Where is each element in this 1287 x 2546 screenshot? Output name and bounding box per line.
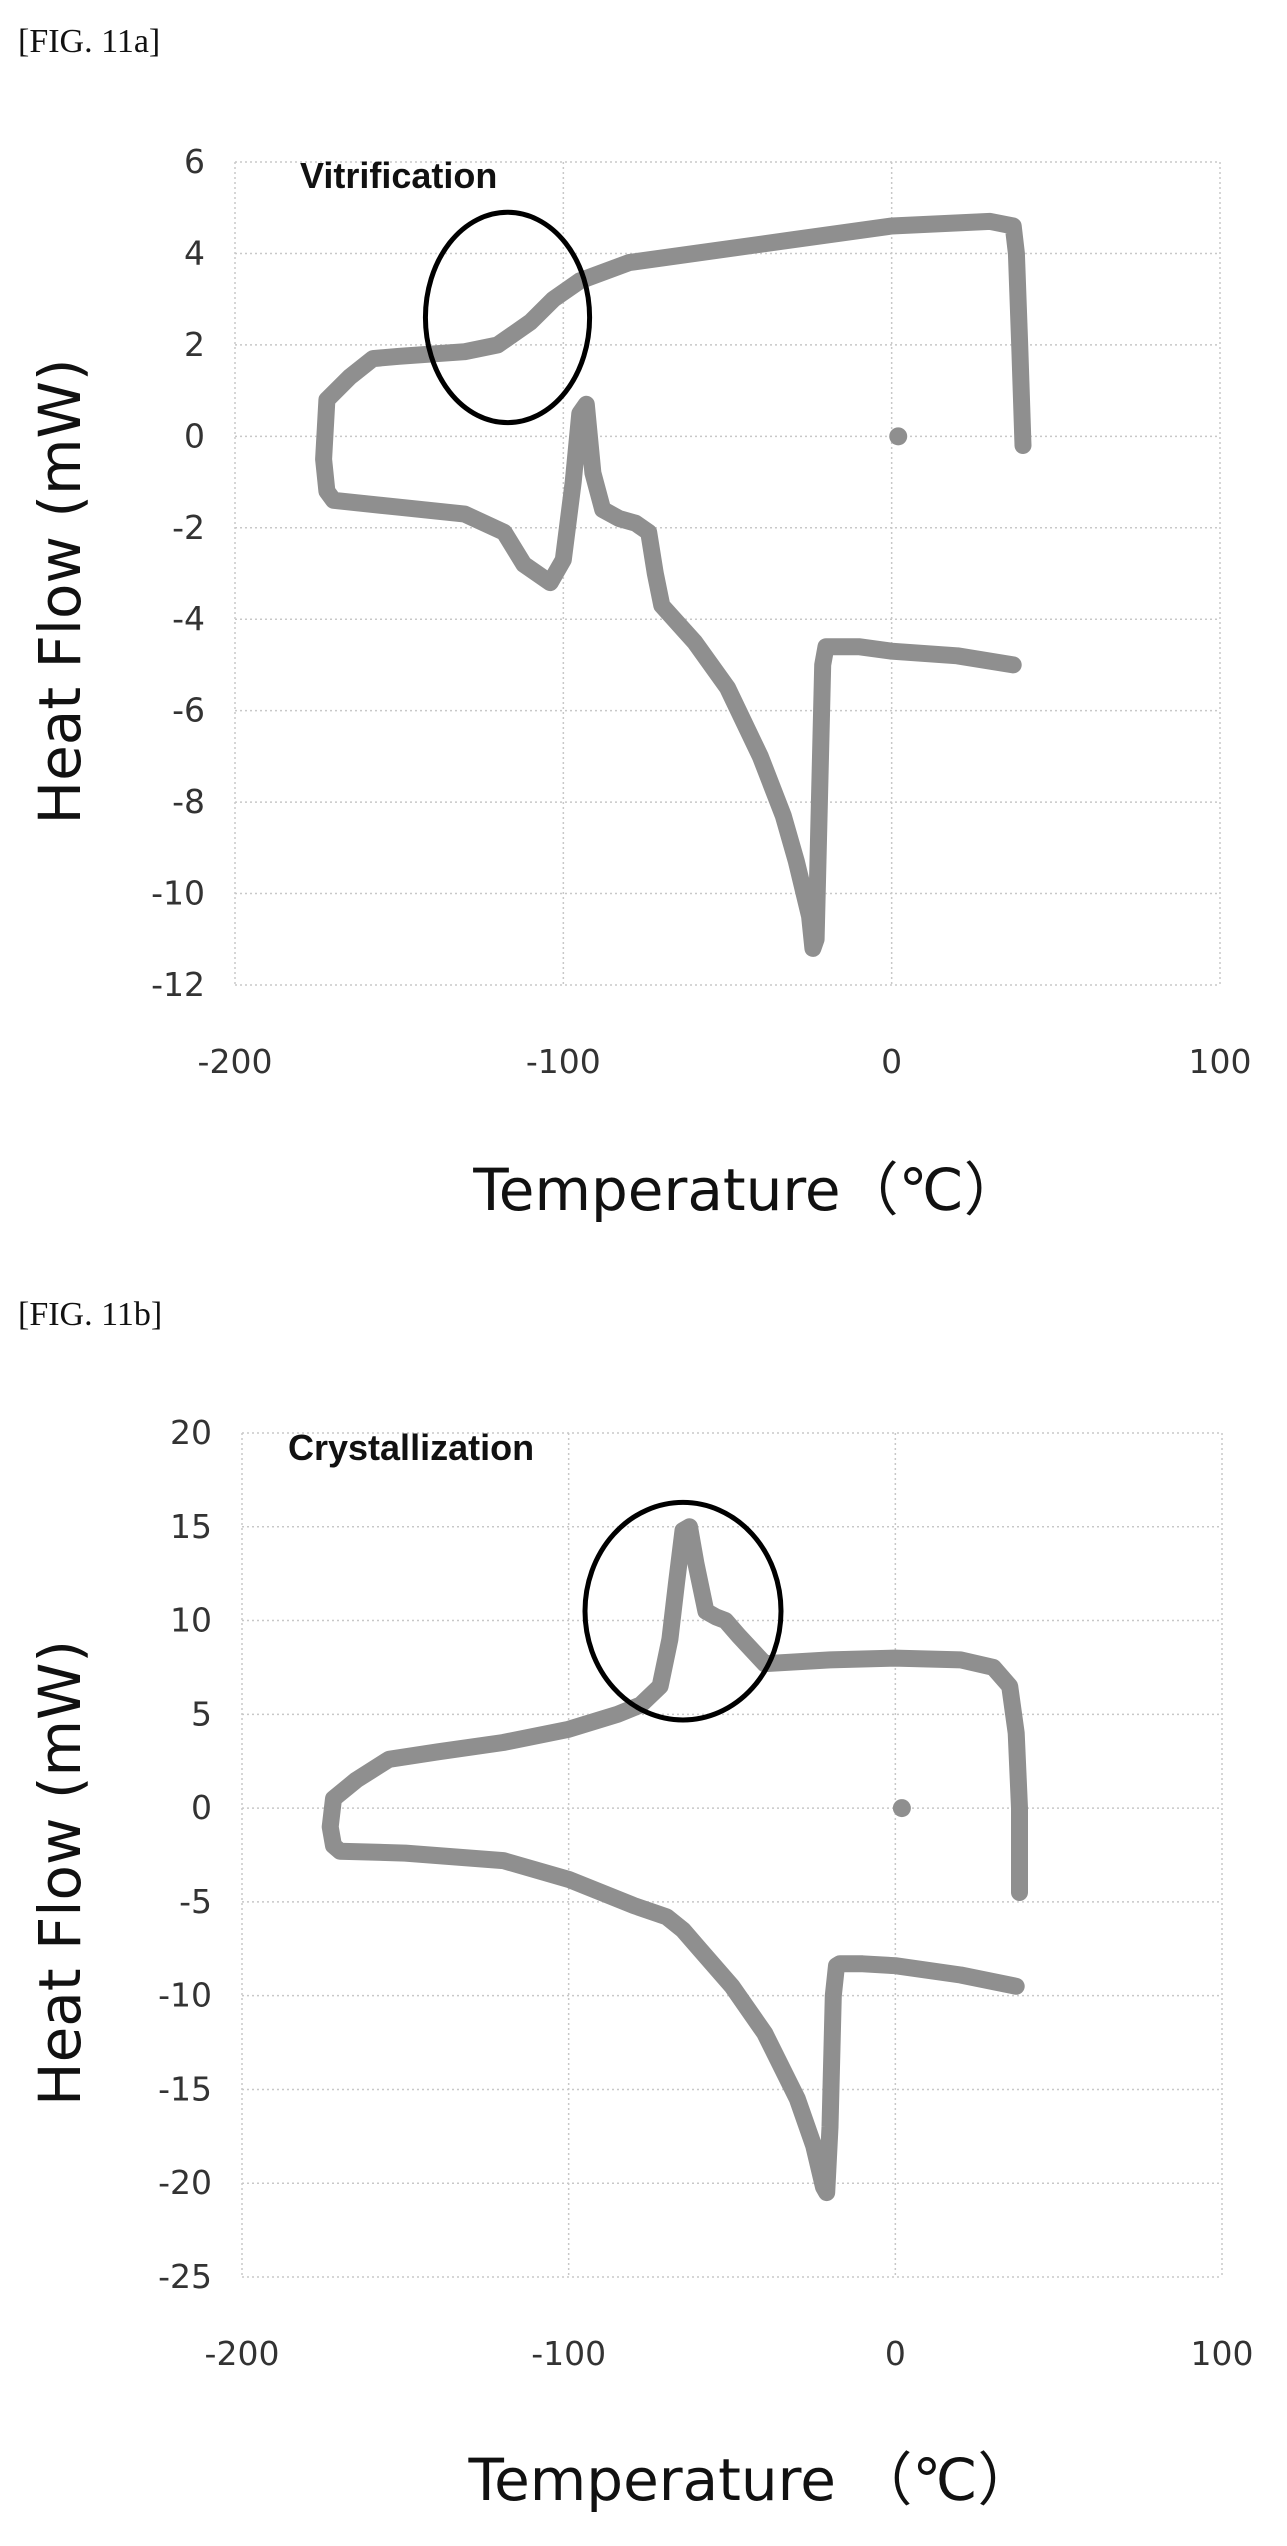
y-tick-label: 15 bbox=[170, 1507, 212, 1546]
chart-0: [FIG. 11a] 6 4 2 0 -2 -4 -6 -8 -10 -12 -200 -100 0 100… bbox=[18, 23, 1252, 1224]
annotation-label: Crystallization bbox=[288, 1427, 534, 1468]
y-axis-label: Heat Flow (mW) bbox=[26, 359, 94, 825]
x-tick-label: -200 bbox=[205, 2334, 280, 2373]
y-tick-label: -5 bbox=[179, 1882, 212, 1921]
figure-label: [FIG. 11b] bbox=[18, 1296, 162, 1333]
data-point bbox=[889, 427, 908, 446]
x-tick-label: 100 bbox=[1191, 2334, 1254, 2373]
x-tick-label: 0 bbox=[885, 2334, 906, 2373]
x-tick-label: -100 bbox=[531, 2334, 606, 2373]
y-tick-label: -2 bbox=[172, 508, 205, 547]
chart-1: [FIG. 11b] 20 15 10 5 0 -5 -10 -15 -20 -25 -200 -100… bbox=[18, 1296, 1254, 2514]
y-tick-label: 2 bbox=[184, 325, 205, 364]
y-tick-label: 6 bbox=[184, 142, 205, 181]
y-tick-label: -6 bbox=[172, 691, 205, 730]
annotation-label: Vitrification bbox=[300, 155, 497, 196]
x-tick-label: -200 bbox=[198, 1042, 273, 1081]
y-tick-label: 4 bbox=[184, 233, 205, 272]
series-line bbox=[321, 1518, 1028, 2202]
y-axis-label: Heat Flow (mW) bbox=[26, 1640, 94, 2106]
annotation-circle bbox=[422, 209, 593, 426]
annotation-circle bbox=[582, 1499, 784, 1723]
y-tick-label: 0 bbox=[191, 1788, 212, 1827]
data-point bbox=[892, 1799, 911, 1818]
y-tick-label: 20 bbox=[170, 1413, 212, 1452]
y-tick-label: -12 bbox=[151, 965, 205, 1004]
figure-label: [FIG. 11a] bbox=[18, 23, 160, 60]
y-tick-label: -10 bbox=[151, 874, 205, 913]
y-tick-label: -20 bbox=[158, 2163, 212, 2202]
y-tick-label: -15 bbox=[158, 2069, 212, 2108]
x-axis-label: Temperature （℃） bbox=[468, 2446, 1036, 2514]
y-tick-label: 5 bbox=[191, 1694, 212, 1733]
y-tick-label: -10 bbox=[158, 1976, 212, 2015]
y-tick-label: 10 bbox=[170, 1601, 212, 1640]
y-tick-label: -4 bbox=[172, 599, 205, 638]
y-tick-label: -25 bbox=[158, 2257, 212, 2296]
x-tick-label: 0 bbox=[881, 1042, 902, 1081]
x-tick-label: 100 bbox=[1189, 1042, 1252, 1081]
y-tick-label: -8 bbox=[172, 782, 205, 821]
x-tick-label: -100 bbox=[526, 1042, 601, 1081]
x-axis-label: Temperature（℃） bbox=[472, 1156, 1022, 1224]
series-line bbox=[315, 212, 1032, 957]
y-tick-label: 0 bbox=[184, 416, 205, 455]
